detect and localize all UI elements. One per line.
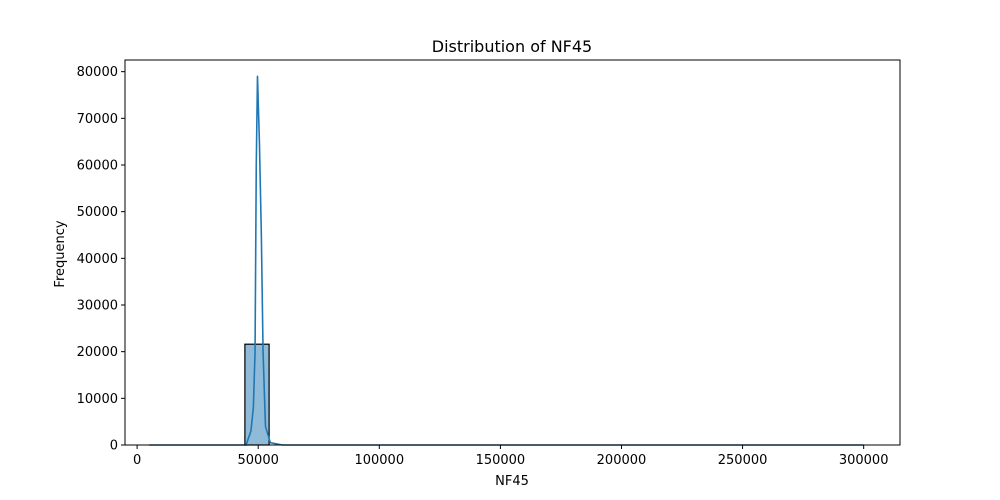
x-tick-label-3: 150000 [476, 453, 526, 468]
plot-area: 0 50000 100000 150000 200000 250000 300000 0 100… [77, 59, 901, 468]
y-tick-label-6: 60000 [77, 159, 118, 174]
x-axis-label: NF45 [495, 474, 529, 489]
y-tick-label-7: 70000 [77, 112, 118, 127]
x-tick-label-4: 200000 [597, 453, 647, 468]
histogram-bar-0 [244, 343, 270, 446]
x-tick-label-2: 100000 [354, 453, 404, 468]
y-tick-label-4: 40000 [77, 252, 118, 267]
x-tick-label-6: 300000 [839, 453, 889, 468]
y-tick-label-2: 20000 [77, 345, 118, 360]
chart-title: Distribution of NF45 [432, 37, 592, 56]
y-tick-label-8: 80000 [77, 65, 118, 80]
x-tick-label-1: 50000 [238, 453, 279, 468]
y-tick-label-1: 10000 [77, 392, 118, 407]
plot-frame [124, 59, 901, 446]
x-tick-label-0: 0 [133, 453, 141, 468]
x-tick-label-5: 250000 [718, 453, 768, 468]
y-axis-label: Frequency [53, 220, 68, 287]
y-tick-label-3: 30000 [77, 299, 118, 314]
y-tick-label-5: 50000 [77, 205, 118, 220]
y-tick-label-0: 0 [110, 439, 118, 454]
